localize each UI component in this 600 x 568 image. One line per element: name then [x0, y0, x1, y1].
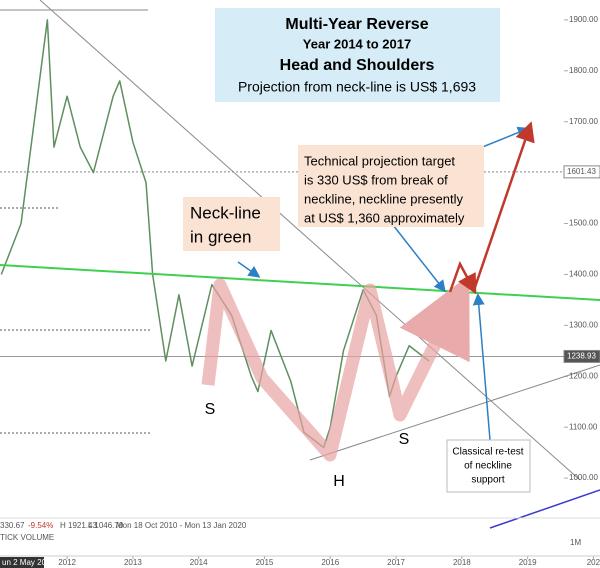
- y-tick-label: 1000.00: [569, 473, 598, 482]
- status: Mon 18 Oct 2010 - Mon 13 Jan 2020: [116, 521, 247, 530]
- status: L 1046.70: [88, 521, 124, 530]
- x-tick-label: 2018: [453, 558, 471, 567]
- annotation: Classical re-test: [452, 447, 523, 458]
- annotation: Technical projection target: [304, 153, 455, 168]
- title: Head and Shoulders: [280, 57, 435, 74]
- x-tick-label: 2014: [190, 558, 208, 567]
- x-tick-label: 202: [587, 558, 600, 567]
- pattern-path: [201, 275, 470, 462]
- status: -9.54%: [28, 521, 53, 530]
- pattern-label: H: [333, 473, 345, 490]
- volume-label: TICK VOLUME: [0, 533, 54, 542]
- price-marker-box: [563, 165, 600, 179]
- downtrend-line: [39, 0, 581, 481]
- annotation: in green: [190, 227, 251, 246]
- price-marker-label: 1601.43: [567, 167, 596, 176]
- y-tick-label: 1300.00: [569, 320, 598, 329]
- price-marker-label: 1238.93: [567, 352, 596, 361]
- x-tick-label: 2017: [387, 558, 405, 567]
- pattern-label: S: [399, 431, 410, 448]
- x-tick-label: 2016: [321, 558, 339, 567]
- annotation: is 330 US$ from break of: [304, 172, 448, 187]
- status: H 1921.43: [60, 521, 97, 530]
- crosshair-date: un 2 May 2010: [2, 558, 55, 567]
- title: Multi-Year Reverse: [285, 16, 428, 33]
- x-tick-label: 2012: [58, 558, 76, 567]
- volume-tick: 1M: [570, 538, 581, 547]
- arrow: [472, 293, 491, 441]
- arrow: [392, 224, 446, 293]
- subtitle: Year 2014 to 2017: [303, 36, 411, 51]
- status: 330.67: [0, 521, 25, 530]
- title-box: [215, 8, 500, 102]
- annotation: of neckline: [464, 461, 512, 472]
- pattern-label: S: [205, 401, 216, 418]
- support-line: [489, 489, 600, 529]
- x-tick-label: 2013: [124, 558, 142, 567]
- target-box: [298, 145, 484, 227]
- arrow: [472, 121, 535, 291]
- annotation: support: [471, 475, 505, 486]
- annotation: Neck-line: [190, 203, 261, 222]
- y-tick-label: 1400.00: [569, 270, 598, 279]
- y-tick-label: 1700.00: [569, 117, 598, 126]
- uptrend-line: [309, 364, 600, 461]
- crosshair-box: [0, 557, 44, 568]
- y-tick-label: 1900.00: [569, 15, 598, 24]
- retest-box: [446, 439, 531, 493]
- arrow: [237, 261, 261, 278]
- arrow: [448, 260, 477, 295]
- y-tick-label: 1500.00: [569, 219, 598, 228]
- y-tick-label: 1800.00: [569, 66, 598, 75]
- y-tick-label: 1200.00: [569, 371, 598, 380]
- x-tick-label: 2015: [256, 558, 274, 567]
- annotation: at US$ 1,360 approximately: [304, 210, 465, 225]
- neckline: [0, 264, 600, 301]
- price-marker-box: [563, 349, 600, 363]
- y-tick-label: 1100.00: [569, 422, 598, 431]
- subtitle: Projection from neck-line is US$ 1,693: [238, 79, 476, 95]
- neckline-box: [183, 197, 280, 251]
- x-tick-label: 2019: [519, 558, 537, 567]
- annotation: neckline, neckline presently: [304, 191, 463, 206]
